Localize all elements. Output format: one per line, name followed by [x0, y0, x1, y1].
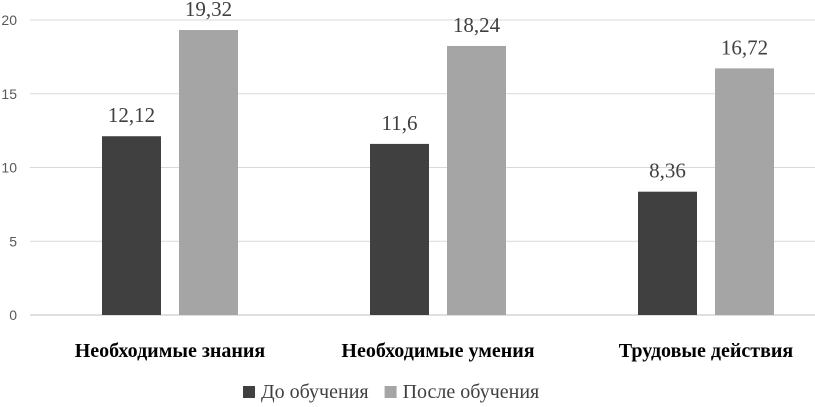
data-label: 8,36	[649, 159, 686, 183]
data-label: 11,6	[382, 111, 418, 135]
data-label: 16,72	[721, 35, 768, 59]
legend-label: До обучения	[261, 381, 369, 403]
category-labels: Необходимые знания Необходимые умения Труд…	[75, 340, 794, 362]
legend-swatch	[243, 386, 255, 398]
legend-label: После обучения	[403, 381, 540, 403]
bar	[370, 143, 429, 315]
y-tick-label: 5	[9, 233, 17, 249]
bar	[715, 68, 774, 315]
bar	[638, 191, 697, 315]
bars	[102, 30, 774, 316]
y-tick-label: 10	[1, 160, 17, 176]
data-labels: 12,12 19,32 11,6 18,24 8,36 16,72	[108, 0, 768, 183]
bar	[102, 136, 161, 315]
y-tick-label: 0	[9, 307, 17, 323]
bar	[179, 30, 238, 316]
category-label: Необходимые знания	[75, 340, 266, 362]
legend-swatch	[384, 386, 397, 398]
data-label: 12,12	[108, 103, 155, 127]
category-label: Необходимые умения	[341, 340, 534, 362]
y-tick-label: 20	[1, 12, 17, 28]
category-label: Трудовые действия	[619, 340, 794, 362]
data-label: 19,32	[185, 0, 232, 21]
bar	[447, 45, 506, 316]
data-label: 18,24	[453, 13, 501, 37]
y-tick-label: 15	[1, 86, 17, 102]
y-axis-ticks: 0 5 10 15 20	[1, 12, 17, 323]
legend: До обучения После обучения	[243, 381, 539, 403]
